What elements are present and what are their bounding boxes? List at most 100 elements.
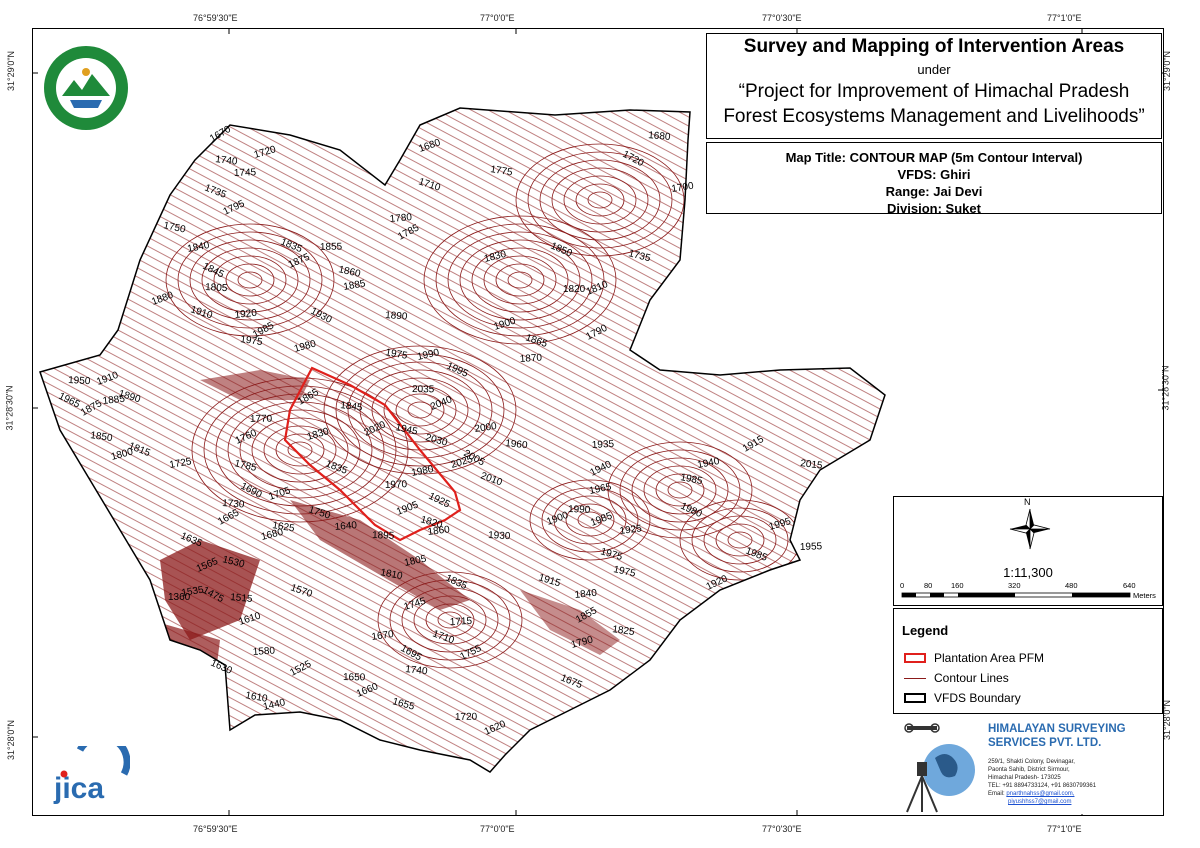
contour-label: 1845 xyxy=(340,400,364,414)
company-name: HIMALAYAN SURVEYING SERVICES PVT. LTD. xyxy=(988,723,1126,749)
contour-label: 1975 xyxy=(384,347,408,362)
scale-tick-160: 160 xyxy=(951,581,964,590)
contour-label: 1650 xyxy=(343,672,366,683)
contour-label: 1730 xyxy=(222,498,245,511)
scale-tick-640: 640 xyxy=(1123,581,1136,590)
contour-label: 1740 xyxy=(405,664,429,677)
scale-tick-80: 80 xyxy=(924,581,933,590)
contour-label: 2015 xyxy=(800,458,824,472)
map-info-block: Map Title: CONTOUR MAP (5m Contour Inter… xyxy=(706,142,1162,216)
contour-label: 1625 xyxy=(272,520,296,534)
email-link-2[interactable]: piyushhss7@gmail.com xyxy=(1008,799,1072,805)
contour-label: 1860 xyxy=(427,524,451,538)
contour-label: 1750 xyxy=(162,220,186,235)
contour-label: 1515 xyxy=(230,592,254,605)
coord-top-3: 77°0'30"E xyxy=(762,13,802,23)
scale-tick-0: 0 xyxy=(900,581,905,590)
contour-label: 1830 xyxy=(483,249,508,265)
contour-label: 1975 xyxy=(240,334,264,348)
contour-label: 1870 xyxy=(519,352,542,365)
contour-label: 1840 xyxy=(186,240,210,255)
contour-label: 1980 xyxy=(410,464,434,479)
contour-label: 1950 xyxy=(68,375,91,387)
contour-label: 1610 xyxy=(244,690,268,705)
contour-label: 1985 xyxy=(679,472,703,487)
contour-label: 1700 xyxy=(671,181,695,195)
contour-label: 1920 xyxy=(234,308,258,321)
scale-ratio: 1:11,300 xyxy=(1003,565,1053,580)
contour-label: 1820 xyxy=(563,284,586,295)
contour-label: 1925 xyxy=(619,523,643,537)
contour-label: 1890 xyxy=(385,310,408,323)
contour-label: 1740 xyxy=(215,154,239,168)
vfds-boundary xyxy=(39,107,886,773)
title-under: under xyxy=(917,62,951,77)
email-link-1[interactable]: pnarthnahss@gmail.com, xyxy=(1006,791,1075,797)
contour-label: 1440 xyxy=(262,697,287,713)
contour-label: 1945 xyxy=(394,422,418,437)
contour-label: 2035 xyxy=(412,384,435,395)
contour-label: 1940 xyxy=(696,456,720,471)
legend: Legend Plantation Area PFM Contour Lines… xyxy=(893,608,1163,714)
contour-label: 1805 xyxy=(403,553,427,568)
boundary-swatch-icon xyxy=(904,693,926,703)
contour-label: 1640 xyxy=(334,520,358,533)
jica-logo: jica xyxy=(53,746,130,804)
svg-text:jica: jica xyxy=(53,772,104,804)
company-block: HIMALAYAN SURVEYING SERVICES PVT. LTD. 2… xyxy=(893,716,1163,814)
scale-tick-480: 480 xyxy=(1065,581,1078,590)
legend-item-contour: Contour Lines xyxy=(904,671,1009,685)
title-block: Survey and Mapping of Intervention Areas… xyxy=(706,33,1162,139)
contour-label: 1530 xyxy=(221,554,246,570)
contour-label: 1680 xyxy=(648,130,672,143)
contour-label: 1850 xyxy=(90,430,114,444)
range-name: Range: Jai Devi xyxy=(885,184,983,199)
company-address: 259/1, Shakti Colony, Devinagar, Paonta … xyxy=(988,759,1097,805)
contour-label: 1955 xyxy=(800,541,823,553)
contour-label: 1970 xyxy=(385,479,408,491)
vfds-name: VFDS: Ghiri xyxy=(897,167,971,182)
contour-label: 1860 xyxy=(337,264,362,280)
contour-label: 1840 xyxy=(574,588,598,601)
contour-label: 1885 xyxy=(343,278,367,293)
coord-top-1: 76°59'30"E xyxy=(193,13,238,23)
coord-top-4: 77°1'0"E xyxy=(1047,13,1082,23)
contour-label: 1825 xyxy=(612,624,636,638)
contour-label: 1535 xyxy=(181,585,205,599)
contour-label: 1895 xyxy=(372,530,395,542)
scale-tick-320: 320 xyxy=(1008,581,1021,590)
contour-label: 1580 xyxy=(252,645,275,658)
contour-label: 1770 xyxy=(250,414,273,425)
contour-label: 2000 xyxy=(474,421,498,435)
company-logo-icon xyxy=(904,723,975,813)
project-line-1: “Project for Improvement of Himachal Pra… xyxy=(738,81,1130,102)
scale-unit: Meters xyxy=(1133,591,1156,600)
contour-label: 1935 xyxy=(592,439,615,451)
contour-label: 1990 xyxy=(568,504,591,516)
contour-label: 1855 xyxy=(320,242,343,253)
contour-label: 1745 xyxy=(234,167,257,179)
plantation-area xyxy=(283,366,462,542)
hp-forest-logo xyxy=(44,46,128,130)
contour-label: 1720 xyxy=(455,712,478,723)
contour-label: 1810 xyxy=(379,567,403,582)
contour-label: 1735 xyxy=(627,248,652,264)
contour-label: 1715 xyxy=(450,616,473,628)
north-arrow-icon xyxy=(1009,508,1051,550)
contour-label: 1990 xyxy=(416,347,441,363)
coord-top-2: 77°0'0"E xyxy=(480,13,515,23)
contour-label: 1965 xyxy=(588,481,612,496)
contour-label: 1885 xyxy=(102,394,126,407)
contour-label: 1680 xyxy=(260,527,285,543)
legend-title: Legend xyxy=(902,623,949,638)
contour-label: 1670 xyxy=(371,629,395,643)
division-name: Division: Suket xyxy=(887,201,981,216)
contour-label: 1960 xyxy=(505,438,529,451)
coord-bottom-1: 76°59'30"E xyxy=(193,824,238,834)
legend-item-plantation: Plantation Area PFM xyxy=(904,651,1044,665)
coord-bottom-3: 77°0'30"E xyxy=(762,824,802,834)
coord-bottom-2: 77°0'0"E xyxy=(480,824,515,834)
map-main-title: Survey and Mapping of Intervention Areas xyxy=(743,36,1125,57)
map-title: Map Title: CONTOUR MAP (5m Contour Inter… xyxy=(785,150,1083,165)
